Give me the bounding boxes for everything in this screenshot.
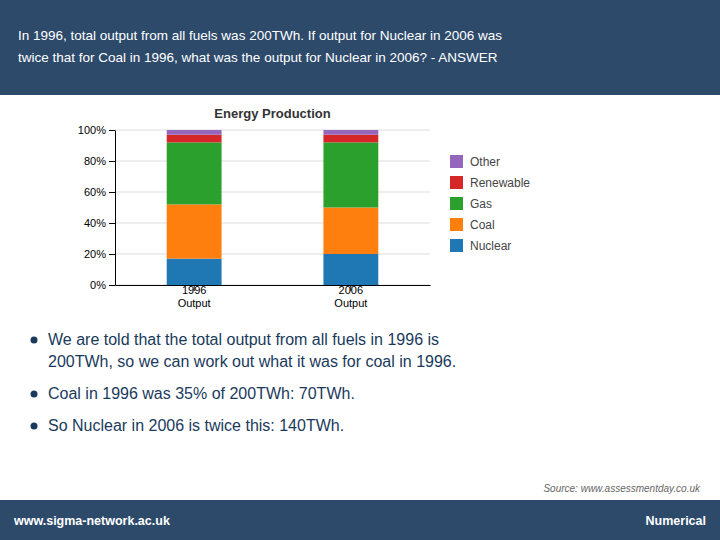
bullet-marker xyxy=(31,391,38,398)
legend-swatch xyxy=(450,176,463,189)
legend-label: Coal xyxy=(470,218,495,232)
y-tick: 60% xyxy=(84,186,115,198)
footer-right: Numerical xyxy=(646,514,706,528)
y-tick-mark xyxy=(109,254,115,255)
y-tick-mark xyxy=(109,130,115,131)
bullet-text: So Nuclear in 2006 is twice this: 140TWh… xyxy=(48,417,344,434)
legend-item: Renewable xyxy=(450,176,530,190)
y-axis: 0% 20% 40% 60% 80% 100% xyxy=(78,124,116,291)
text-line: 200TWh, so we can work out what it was f… xyxy=(48,353,456,370)
bullet-points: We are told that the total output from a… xyxy=(31,331,457,434)
legend-swatch xyxy=(450,218,463,231)
legend: Other Renewable Gas Coal Nuclear xyxy=(450,155,530,253)
grid-line xyxy=(115,161,430,162)
x-tick: 1996Output xyxy=(178,284,211,309)
bar-segment xyxy=(323,142,378,207)
x-tick: 2006Output xyxy=(334,284,367,309)
legend-label: Renewable xyxy=(470,176,530,190)
y-tick: 20% xyxy=(84,248,115,260)
bar-segment xyxy=(167,142,222,204)
text-line: Output xyxy=(334,297,367,309)
bar-segment xyxy=(323,130,378,135)
legend-item: Nuclear xyxy=(450,239,511,253)
bar-segment xyxy=(167,204,222,258)
footer-left: www.sigma-network.ac.uk xyxy=(13,514,170,528)
bars xyxy=(167,130,379,285)
text-line: So Nuclear in 2006 is twice this: 140TWh… xyxy=(48,417,344,434)
y-tick-label: 0% xyxy=(90,279,106,291)
bullet-marker xyxy=(31,337,38,344)
legend-swatch xyxy=(450,155,463,168)
y-tick: 100% xyxy=(78,124,115,136)
bullet-text: Coal in 1996 was 35% of 200TWh: 70TWh. xyxy=(48,385,355,402)
x-axis-line xyxy=(116,285,431,286)
legend-swatch xyxy=(450,197,463,210)
bar-segment xyxy=(323,254,378,285)
y-tick-mark xyxy=(109,161,115,162)
header-text: In 1996, total output from all fuels was… xyxy=(18,28,502,65)
legend-label: Nuclear xyxy=(470,239,511,253)
bar-segment xyxy=(167,135,222,143)
y-tick-label: 100% xyxy=(78,124,106,136)
y-tick-mark xyxy=(109,285,115,286)
grid xyxy=(115,130,430,285)
legend-item: Gas xyxy=(450,197,492,211)
grid-line xyxy=(115,285,430,286)
y-tick: 0% xyxy=(90,279,115,291)
text-line: 2006 xyxy=(339,284,363,296)
text-line: In 1996, total output from all fuels was… xyxy=(18,28,502,43)
bullet-marker xyxy=(31,423,38,430)
y-axis-line xyxy=(115,131,116,286)
series-4 xyxy=(167,130,379,135)
legend-item: Coal xyxy=(450,218,495,232)
x-tick-label: 2006Output xyxy=(334,284,367,309)
y-tick-label: 60% xyxy=(84,186,106,198)
grid-line xyxy=(115,223,430,224)
text-line: twice that for Coal in 1996, what was th… xyxy=(18,50,498,65)
grid-line xyxy=(115,192,430,193)
source-text: Source: www.assessmentday.co.uk xyxy=(543,483,701,494)
header-band xyxy=(0,0,720,95)
y-tick-mark xyxy=(109,192,115,193)
series-2 xyxy=(167,142,379,207)
text-line: Output xyxy=(178,297,211,309)
series-1 xyxy=(167,204,379,258)
page: In 1996, total output from all fuels was… xyxy=(0,0,720,540)
chart-title: Energy Production xyxy=(214,106,330,121)
y-tick: 80% xyxy=(84,155,115,167)
text-line: We are told that the total output from a… xyxy=(48,331,439,348)
y-tick-mark xyxy=(109,223,115,224)
bar-segment xyxy=(323,135,378,143)
bar-segment xyxy=(167,130,222,135)
bullet-text: We are told that the total output from a… xyxy=(48,331,456,370)
y-tick-label: 20% xyxy=(84,248,106,260)
grid-line xyxy=(115,130,430,131)
footer-band xyxy=(0,500,720,540)
text-line: Coal in 1996 was 35% of 200TWh: 70TWh. xyxy=(48,385,355,402)
y-tick-label: 80% xyxy=(84,155,106,167)
legend-swatch xyxy=(450,239,463,252)
legend-label: Other xyxy=(470,155,500,169)
grid-line xyxy=(115,254,430,255)
x-tick-label: 1996Output xyxy=(178,284,211,309)
x-axis: 1996Output2006Output xyxy=(116,284,431,309)
legend-label: Gas xyxy=(470,197,492,211)
text-line: 1996 xyxy=(182,284,206,296)
y-tick-label: 40% xyxy=(84,217,106,229)
bar-segment xyxy=(167,259,222,285)
chart: Energy Production0%20%40%60%80%100%1996O… xyxy=(78,106,531,309)
series-3 xyxy=(167,135,379,143)
legend-item: Other xyxy=(450,155,500,169)
bar-segment xyxy=(323,208,378,255)
y-tick: 40% xyxy=(84,217,115,229)
